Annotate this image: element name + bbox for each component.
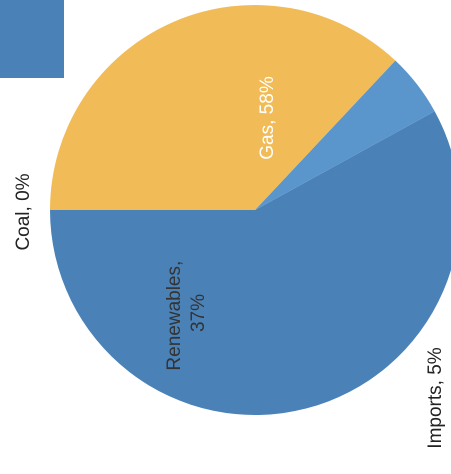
corner-swatch	[0, 0, 64, 78]
pie-slice-gas	[50, 111, 451, 415]
label-coal: Coal, 0%	[13, 173, 34, 250]
label-renewables-line-1: Renewables,	[164, 261, 185, 371]
pie-slices	[50, 5, 451, 415]
pie-slice-renewables	[50, 5, 396, 211]
label-gas: Gas, 58%	[257, 76, 278, 160]
label-renewables-line-2: 37%	[188, 294, 209, 332]
label-renewables: Renewables, 37%	[164, 255, 209, 370]
pie-slice-imports	[255, 60, 435, 210]
label-imports: Imports, 5%	[425, 347, 446, 448]
